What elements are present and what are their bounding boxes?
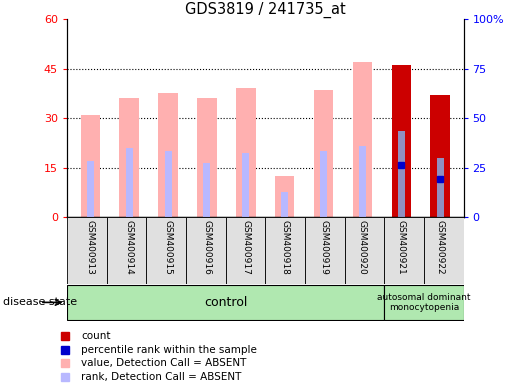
Bar bbox=[275, 176, 295, 217]
Text: GSM400917: GSM400917 bbox=[242, 220, 250, 275]
Bar bbox=[158, 93, 178, 217]
Bar bbox=[384, 285, 464, 320]
Bar bbox=[87, 161, 94, 217]
Bar bbox=[67, 285, 384, 320]
Bar bbox=[345, 217, 384, 284]
Bar bbox=[226, 217, 265, 284]
Bar bbox=[242, 153, 249, 217]
Bar bbox=[314, 90, 333, 217]
Text: GSM400918: GSM400918 bbox=[280, 220, 289, 275]
Bar bbox=[305, 217, 345, 284]
Bar bbox=[164, 151, 171, 217]
Text: value, Detection Call = ABSENT: value, Detection Call = ABSENT bbox=[81, 358, 247, 368]
Text: GSM400920: GSM400920 bbox=[358, 220, 367, 275]
Text: GSM400921: GSM400921 bbox=[397, 220, 406, 275]
Bar bbox=[80, 115, 100, 217]
Bar bbox=[359, 146, 366, 217]
Bar bbox=[186, 217, 226, 284]
Text: GSM400922: GSM400922 bbox=[436, 220, 444, 275]
Bar bbox=[437, 158, 444, 217]
Bar bbox=[146, 217, 186, 284]
Bar bbox=[384, 217, 424, 284]
Text: count: count bbox=[81, 331, 111, 341]
Title: GDS3819 / 241735_at: GDS3819 / 241735_at bbox=[185, 2, 346, 18]
Text: disease state: disease state bbox=[3, 297, 77, 308]
Text: rank, Detection Call = ABSENT: rank, Detection Call = ABSENT bbox=[81, 372, 242, 382]
Bar bbox=[107, 217, 146, 284]
Bar bbox=[126, 148, 133, 217]
Text: GSM400915: GSM400915 bbox=[164, 220, 173, 275]
Bar bbox=[197, 98, 217, 217]
Bar bbox=[398, 131, 405, 217]
Bar bbox=[281, 192, 288, 217]
Text: control: control bbox=[204, 296, 247, 309]
Text: GSM400919: GSM400919 bbox=[319, 220, 328, 275]
Bar bbox=[431, 95, 450, 217]
Bar bbox=[353, 62, 372, 217]
Bar bbox=[391, 65, 411, 217]
Bar bbox=[320, 151, 327, 217]
Bar bbox=[431, 95, 450, 217]
Bar bbox=[236, 88, 255, 217]
Text: GSM400916: GSM400916 bbox=[202, 220, 212, 275]
Bar bbox=[119, 98, 139, 217]
Text: percentile rank within the sample: percentile rank within the sample bbox=[81, 345, 257, 355]
Text: autosomal dominant
monocytopenia: autosomal dominant monocytopenia bbox=[377, 293, 471, 312]
Bar bbox=[203, 162, 211, 217]
Bar bbox=[67, 217, 107, 284]
Text: GSM400913: GSM400913 bbox=[86, 220, 95, 275]
Text: GSM400914: GSM400914 bbox=[125, 220, 134, 275]
Bar bbox=[265, 217, 305, 284]
Bar bbox=[424, 217, 464, 284]
